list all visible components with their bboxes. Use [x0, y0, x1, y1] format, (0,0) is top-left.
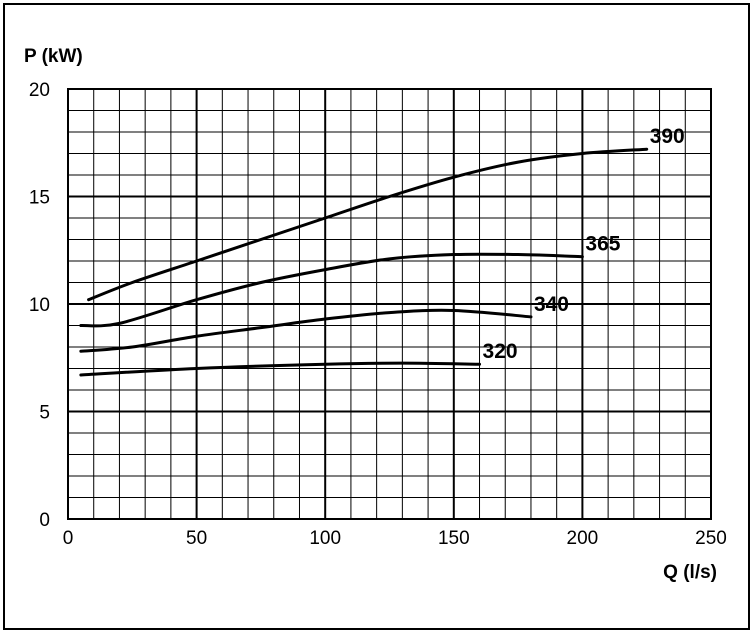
grid: [67, 88, 712, 520]
curve-390: [87, 147, 649, 302]
series-labels: 390 365 340 320: [483, 125, 685, 363]
x-tick-label: 0: [63, 528, 74, 549]
y-tick-label: 5: [39, 403, 50, 424]
x-tick-label: 100: [309, 528, 341, 549]
x-axis-label: Q (l/s): [663, 562, 717, 583]
x-tick-label: 50: [186, 528, 207, 549]
series-label-340: 340: [534, 293, 569, 316]
y-tick-label: 10: [29, 295, 50, 316]
plot-border: [67, 88, 712, 520]
x-tick-label: 250: [695, 528, 727, 549]
axes: [67, 88, 712, 520]
series-curves: [79, 147, 649, 377]
y-tick-label: 0: [39, 510, 50, 531]
curve-320: [79, 361, 482, 377]
chart-frame: [3, 3, 750, 630]
series-label-390: 390: [650, 125, 685, 148]
x-tick-label: 200: [567, 528, 599, 549]
series-label-320: 320: [483, 340, 518, 363]
curve-340: [79, 308, 533, 353]
tick-labels: 0 50 100 150 200 250 0 5 10 15 20: [29, 80, 727, 549]
y-axis-label: P (kW): [24, 46, 83, 67]
y-tick-label: 15: [29, 188, 50, 209]
x-tick-label: 150: [438, 528, 470, 549]
curve-365: [79, 252, 584, 328]
y-tick-label: 20: [29, 80, 50, 101]
series-label-365: 365: [585, 233, 620, 256]
